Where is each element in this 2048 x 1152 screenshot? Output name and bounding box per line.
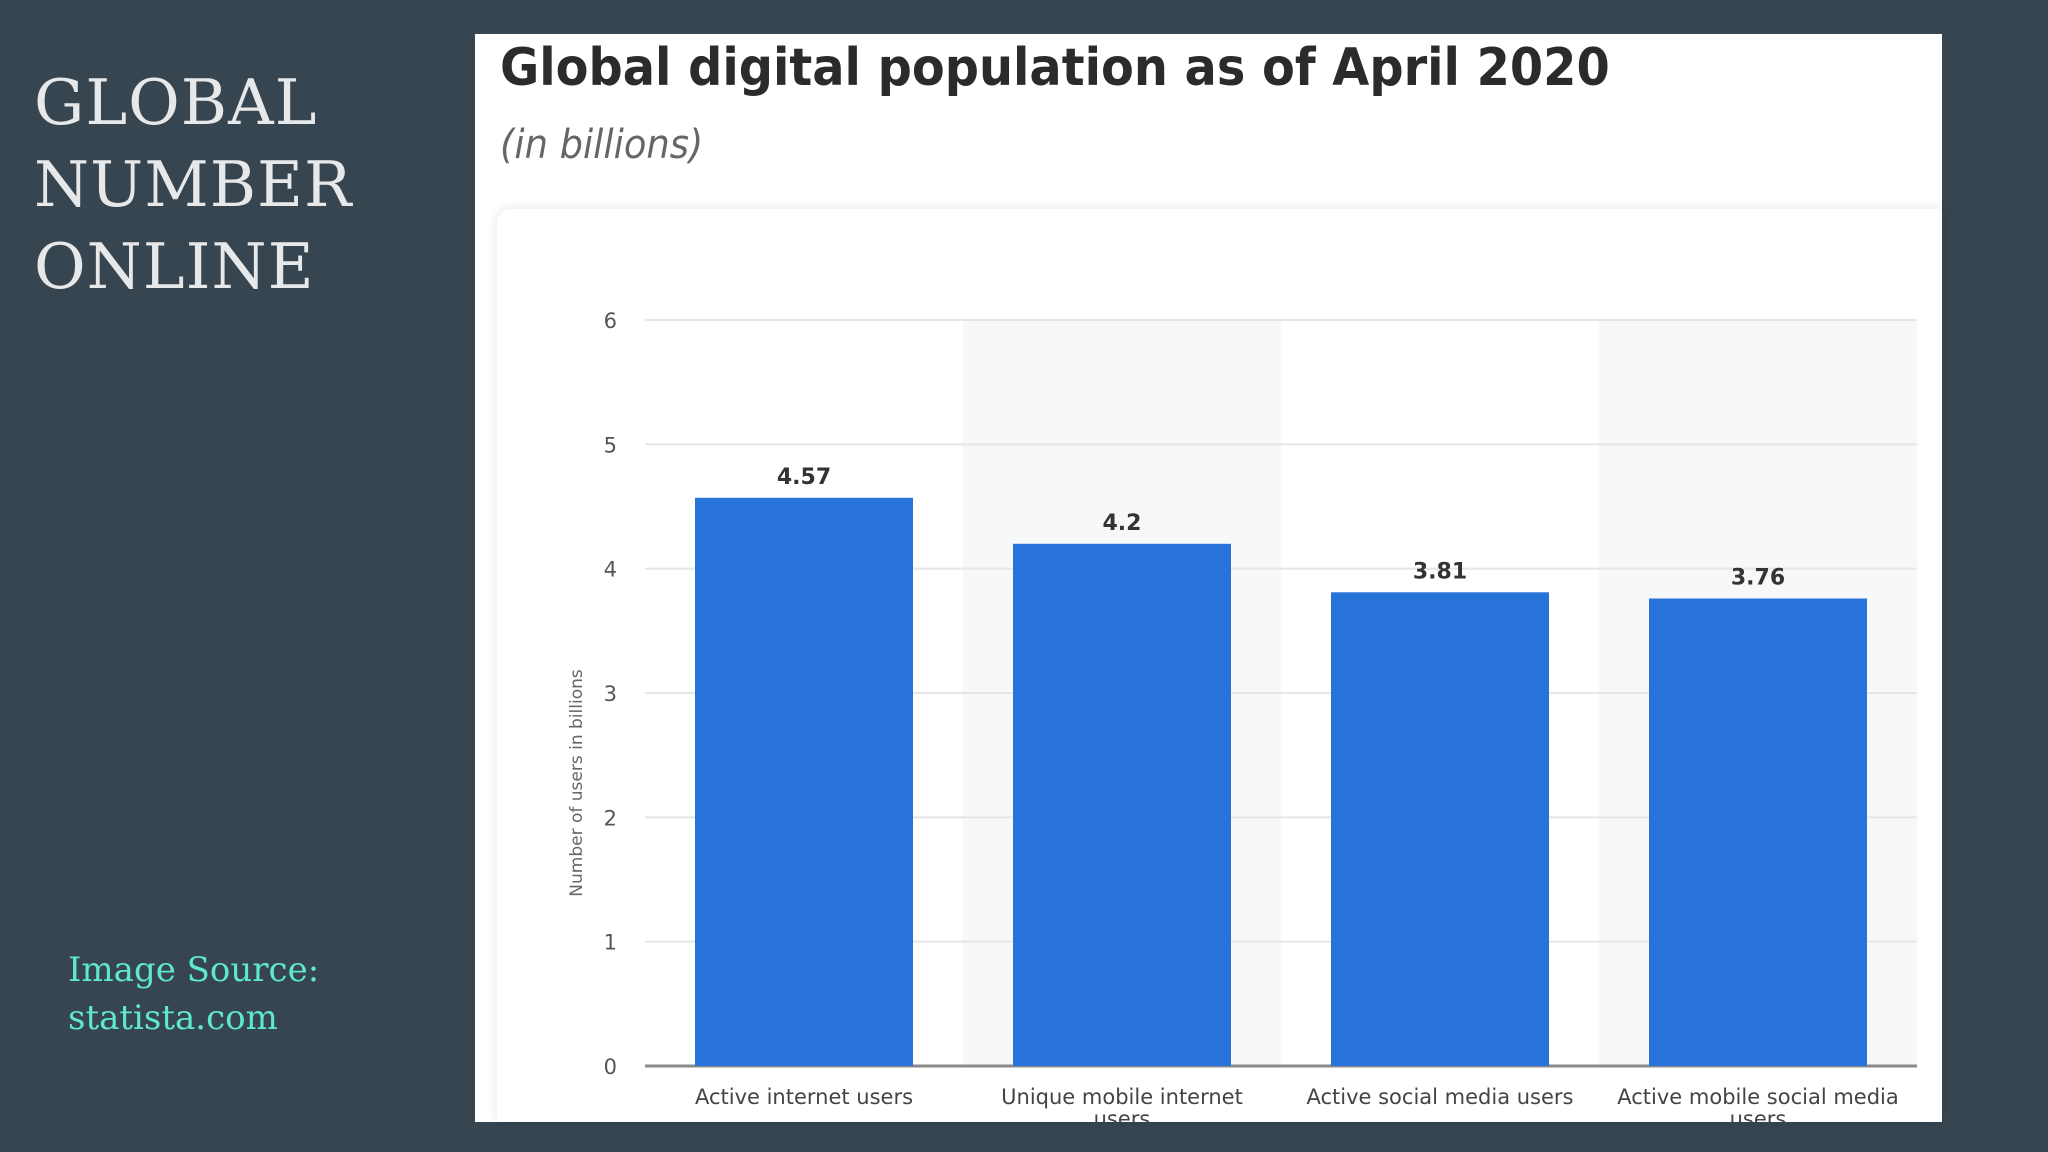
bar-value-label: 3.76	[1731, 566, 1785, 591]
x-tick-label: Active internet users	[695, 1085, 913, 1109]
bar	[1013, 543, 1231, 1066]
bar-value-label: 4.57	[777, 465, 831, 490]
x-tick-label: Active mobile social media users	[1617, 1085, 1899, 1122]
y-tick-label: 3	[604, 682, 617, 706]
y-tick-label: 5	[604, 433, 617, 457]
y-tick-label: 6	[604, 309, 617, 333]
slide-title-line: ONLINE	[34, 230, 315, 303]
y-tick-label: 2	[604, 806, 617, 830]
chart-panel: Global digital population as of April 20…	[475, 34, 1942, 1122]
bar-chart: 0 1 2 3 4 5 6 Number of users in billions 4.57 Ac…	[567, 309, 1917, 1122]
slide-title: GLOBAL NUMBER ONLINE	[34, 62, 352, 308]
image-source-label: Image Source:	[68, 950, 320, 990]
chart-title: Global digital population as of April 20…	[500, 38, 1610, 98]
x-tick-label: Unique mobile internet users	[1001, 1085, 1243, 1122]
y-tick-label: 4	[604, 558, 617, 582]
bar	[695, 497, 913, 1067]
image-source-site: statista.com	[68, 998, 278, 1038]
y-tick-label: 0	[604, 1055, 617, 1079]
y-tick-label: 1	[604, 931, 617, 955]
image-source: Image Source: statista.com	[68, 946, 319, 1042]
plot-area: 0 1 2 3 4 5 6 Number of users in billions 4.57 Ac…	[497, 209, 1942, 1122]
x-tick-label: Active social media users	[1306, 1085, 1573, 1109]
chart-subtitle: (in billions)	[500, 122, 704, 168]
slide-title-line: GLOBAL	[34, 66, 318, 139]
y-axis-title: Number of users in billions	[567, 669, 587, 897]
bar-value-label: 3.81	[1413, 559, 1467, 584]
slide-title-line: NUMBER	[34, 148, 353, 221]
bar-value-label: 4.2	[1103, 511, 1142, 536]
bar	[1331, 592, 1549, 1066]
bar	[1649, 598, 1867, 1066]
